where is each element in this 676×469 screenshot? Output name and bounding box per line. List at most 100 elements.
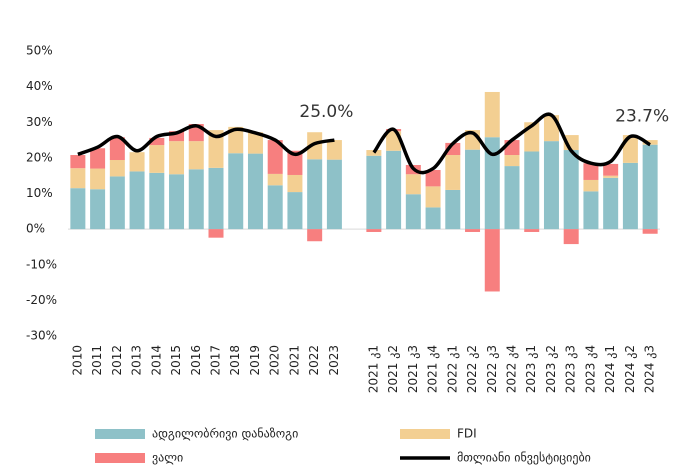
x-tick-label: 2011 <box>90 345 104 376</box>
x-tick-label: 2021 კ4 <box>426 345 440 393</box>
legend-label: FDI <box>457 427 477 441</box>
x-tick-label: 2024 კ1 <box>603 345 617 393</box>
bar-segment <box>326 140 342 160</box>
bar-segment <box>642 144 658 230</box>
bar-segment <box>543 141 559 230</box>
x-tick-label: 2022 <box>307 345 321 376</box>
bar-segment <box>445 155 461 190</box>
x-tick-label: 2022 კ2 <box>465 345 479 393</box>
total-line <box>77 124 335 157</box>
legend-swatch <box>95 453 145 463</box>
x-tick-label: 2010 <box>70 345 84 376</box>
value-label: 23.7% <box>615 107 669 127</box>
bar-segment <box>129 171 145 230</box>
bar-segment <box>228 153 244 230</box>
bar-segment <box>267 185 283 230</box>
bar-segment <box>149 137 165 146</box>
x-tick-label: 2023 კ1 <box>524 345 538 393</box>
x-tick-label: 2020 <box>268 345 282 376</box>
bar-segment <box>642 140 658 145</box>
bar-segment <box>307 159 323 230</box>
bar-segment <box>109 160 125 177</box>
bar-segment <box>386 150 402 230</box>
bar-segment <box>366 150 382 156</box>
bar-segment <box>188 169 204 230</box>
bar-segment <box>504 166 520 230</box>
bar-segment <box>425 207 441 230</box>
bar-segment <box>129 152 145 172</box>
x-tick-label: 2012 <box>110 345 124 376</box>
bar-segment <box>208 229 224 238</box>
x-tick-label: 2022 კ3 <box>485 345 499 393</box>
bar-segment <box>563 229 579 245</box>
y-tick-label: 40% <box>26 79 53 93</box>
bar-segment <box>603 175 619 178</box>
x-tick-label: 2022 კ1 <box>445 345 459 393</box>
bar-segment <box>366 229 382 232</box>
bar-segment <box>247 153 263 230</box>
bar-segment <box>465 149 481 230</box>
bar-segment <box>326 159 342 230</box>
x-tick-label: 2023 კ3 <box>564 345 578 393</box>
bar-segment <box>208 167 224 230</box>
bar-segment <box>425 186 441 208</box>
y-tick-label: 50% <box>26 44 53 58</box>
bar-segment <box>484 229 500 292</box>
bar-segment <box>405 194 421 230</box>
bar-segment <box>70 188 86 230</box>
y-tick-label: 10% <box>26 186 53 200</box>
bar-segment <box>109 176 125 230</box>
legend-swatch <box>95 429 145 439</box>
bar-segment <box>524 229 540 232</box>
value-label: 25.0% <box>299 102 353 122</box>
legend-label: ვალი <box>152 451 183 465</box>
legend-swatch <box>400 429 450 439</box>
bar-segment <box>603 177 619 230</box>
bar-segment <box>188 141 204 170</box>
x-tick-label: 2023 <box>327 345 341 376</box>
bar-segment <box>287 150 303 175</box>
x-tick-label: 2021 კ1 <box>366 345 380 393</box>
bar-segment <box>642 229 658 234</box>
y-tick-label: 0% <box>26 222 45 236</box>
bar-segment <box>484 91 500 138</box>
bar-segment <box>208 130 224 168</box>
bar-segment <box>622 162 638 230</box>
y-tick-label: -20% <box>26 293 57 307</box>
bar-segment <box>90 189 106 230</box>
bar-segment <box>583 191 599 230</box>
y-tick-label: 20% <box>26 150 53 164</box>
x-tick-label: 2015 <box>169 345 183 376</box>
bar-segment <box>287 192 303 230</box>
x-tick-label: 2013 <box>130 345 144 376</box>
bar-segment <box>149 172 165 230</box>
bar-segment <box>70 155 86 169</box>
x-tick-label: 2024 კ3 <box>643 345 657 393</box>
bar-segment <box>307 229 323 242</box>
bar-segment <box>504 140 520 156</box>
bar-segment <box>169 131 185 142</box>
x-tick-label: 2019 <box>248 345 262 376</box>
bar-segment <box>583 179 599 192</box>
bar-segment <box>405 174 421 195</box>
bar-segment <box>603 163 619 176</box>
legend-label: ადგილობრივი დანაზოგი <box>152 427 298 441</box>
bar-segment <box>307 132 323 160</box>
bar-segment <box>228 126 244 154</box>
bar-segment <box>267 173 283 186</box>
x-tick-label: 2018 <box>228 345 242 376</box>
bar-segment <box>149 145 165 173</box>
x-tick-label: 2021 <box>287 345 301 376</box>
total-line <box>372 112 651 175</box>
legend-label: მთლიანი ინვესტიციები <box>457 451 591 465</box>
bar-segment <box>90 168 106 190</box>
bar-segment <box>484 137 500 230</box>
bar-segment <box>445 189 461 230</box>
x-tick-label: 2022 კ4 <box>505 345 519 393</box>
x-tick-label: 2014 <box>149 345 163 376</box>
bar-segment <box>563 150 579 230</box>
x-tick-label: 2023 კ2 <box>544 345 558 393</box>
y-tick-label: 30% <box>26 115 53 129</box>
